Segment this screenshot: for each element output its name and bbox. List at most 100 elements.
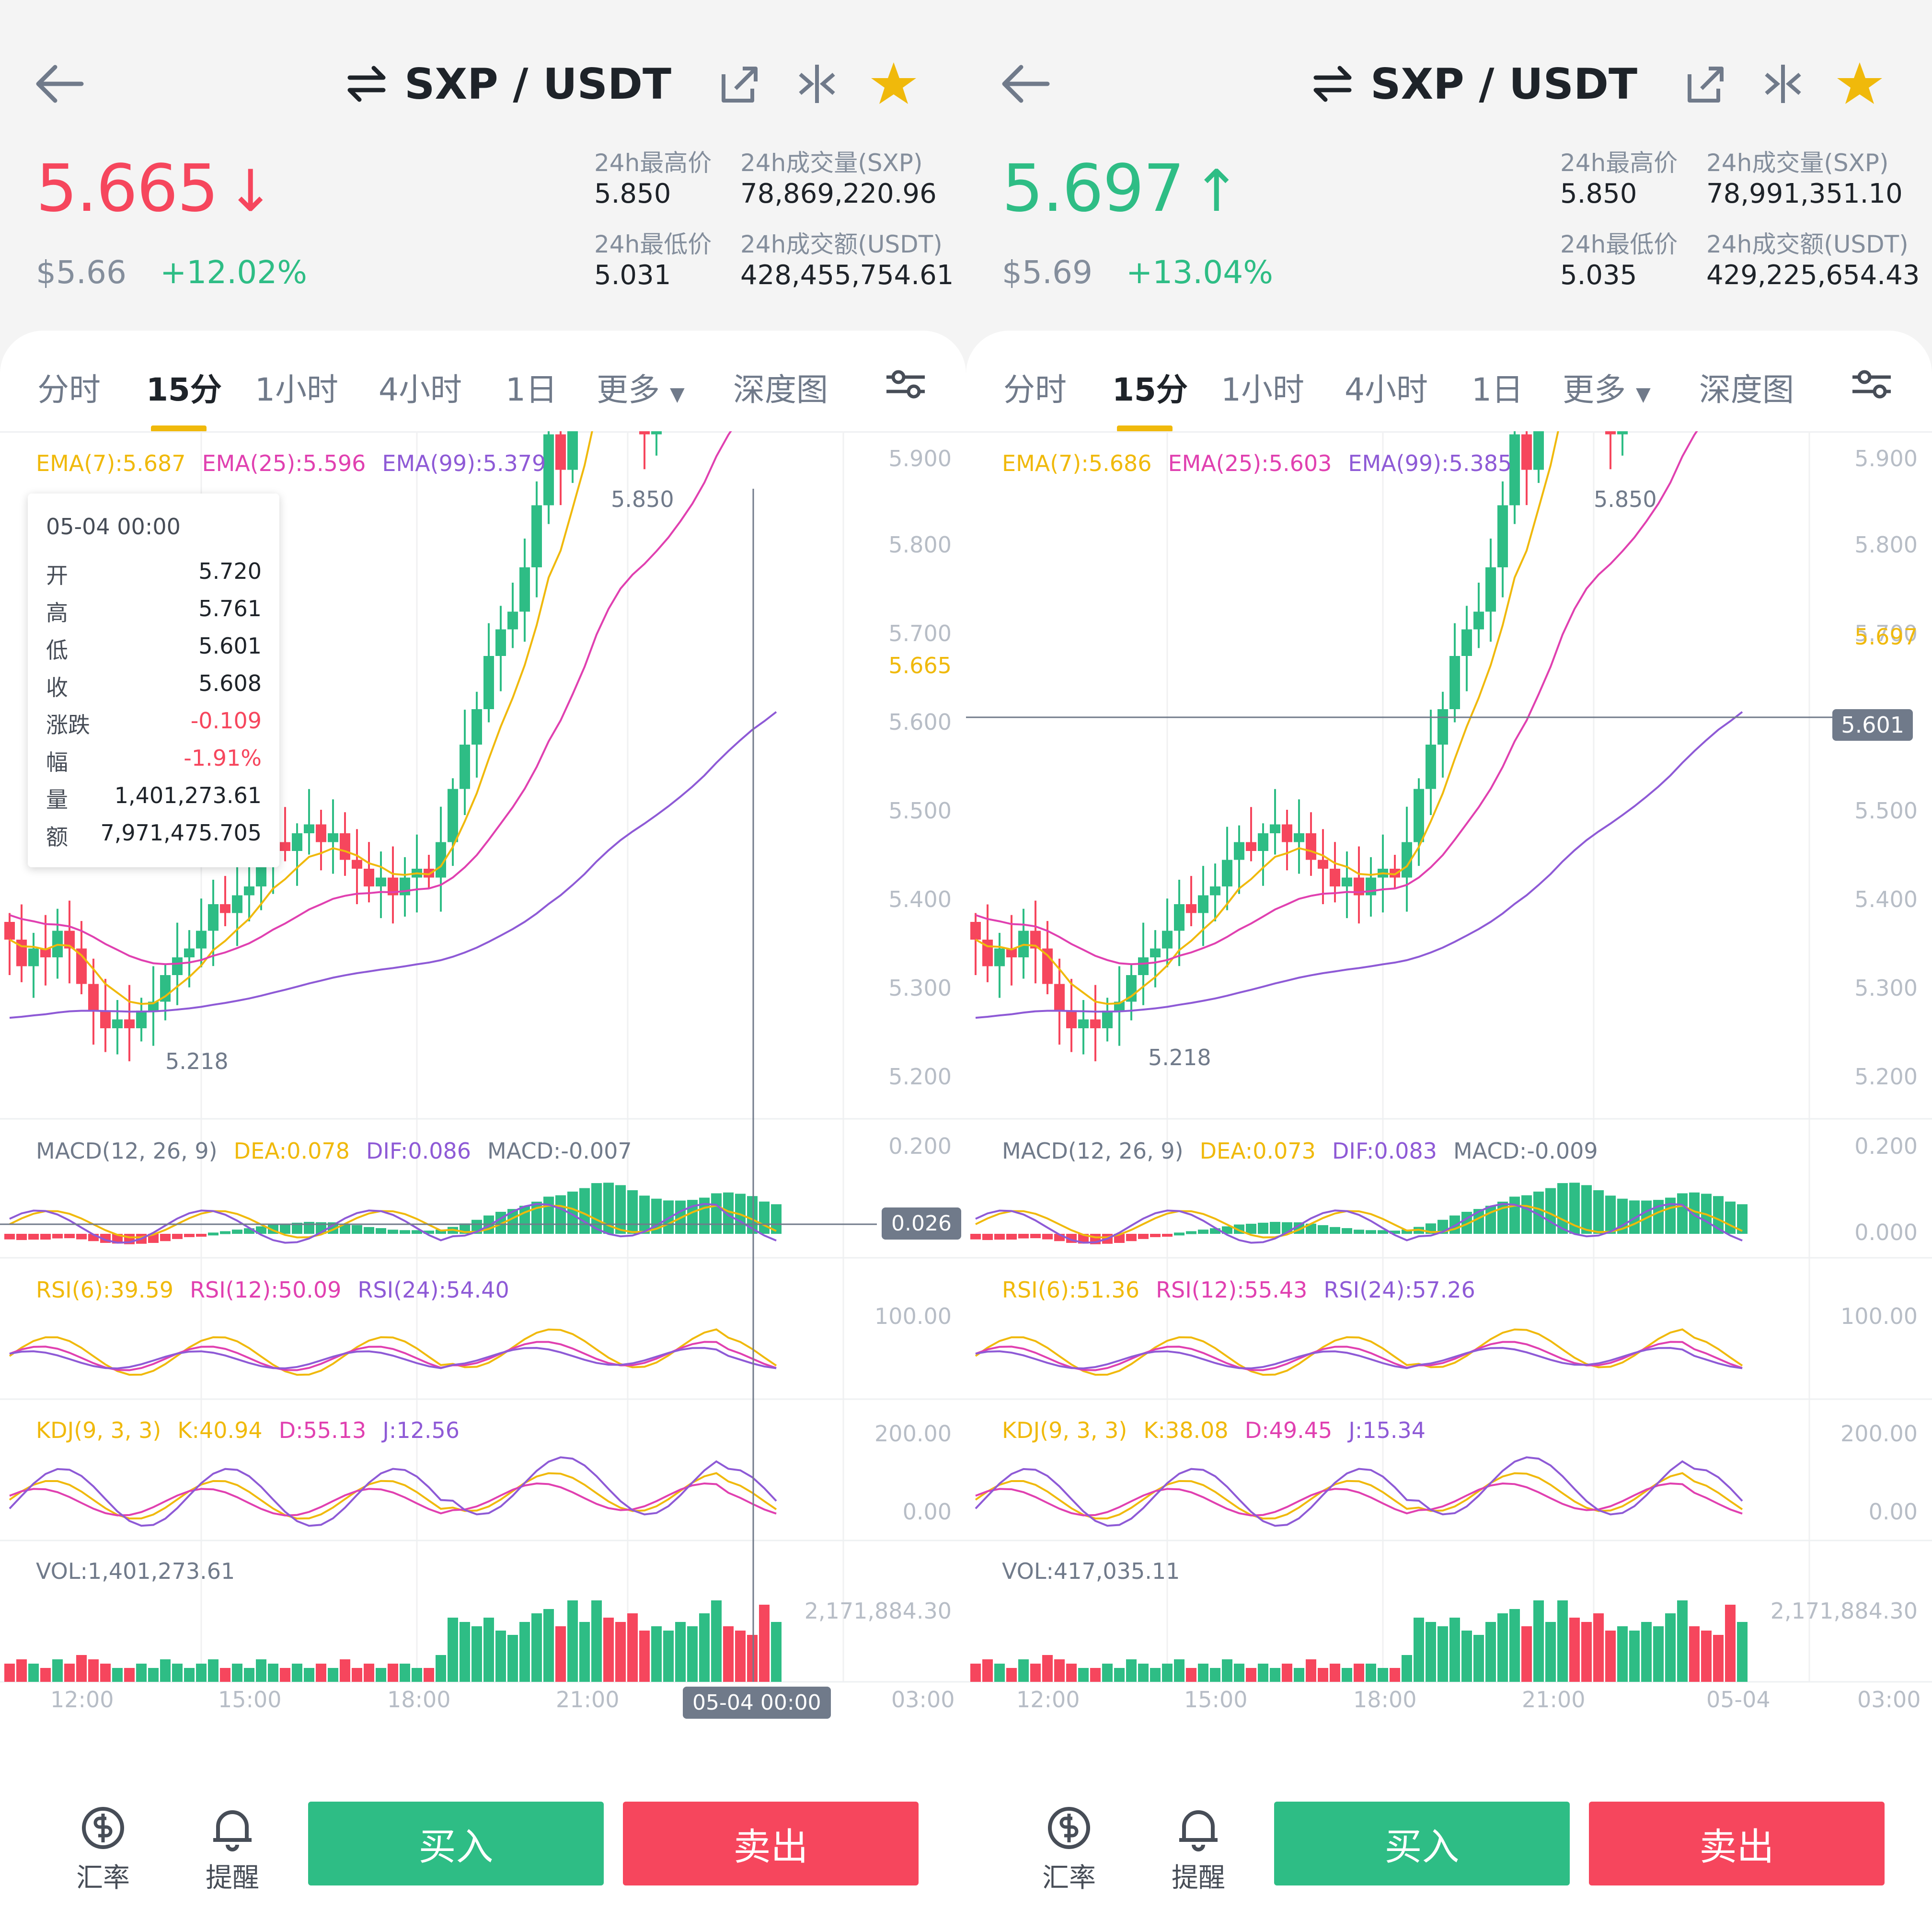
macd-bar bbox=[172, 1234, 183, 1239]
buy-button[interactable]: 买入 bbox=[1274, 1802, 1570, 1885]
candle-body bbox=[1282, 824, 1292, 842]
candle-body bbox=[316, 824, 326, 842]
rate-button[interactable]: 汇率 bbox=[67, 1802, 139, 1895]
alert-label: 提醒 bbox=[206, 1862, 259, 1894]
kdj-axis-top: 200.00 bbox=[1840, 1421, 1918, 1447]
macd-bar bbox=[436, 1230, 446, 1234]
back-arrow-icon[interactable] bbox=[34, 57, 86, 110]
chart-settings-icon[interactable] bbox=[1850, 365, 1893, 403]
candle-body bbox=[352, 860, 362, 869]
time-axis-0300: 03:00 bbox=[1857, 1687, 1921, 1713]
volume-bar bbox=[400, 1664, 410, 1682]
dea-line bbox=[975, 1205, 1743, 1239]
candle-body bbox=[1102, 1011, 1113, 1028]
volume-bar bbox=[1066, 1664, 1077, 1682]
tab-1d[interactable]: 1日 bbox=[506, 371, 557, 408]
bell-icon bbox=[1179, 1810, 1218, 1851]
share-icon[interactable] bbox=[714, 60, 762, 108]
sell-button[interactable]: 卖出 bbox=[1589, 1802, 1885, 1885]
share-icon[interactable] bbox=[1680, 60, 1728, 108]
sell-button[interactable]: 卖出 bbox=[623, 1802, 919, 1885]
volume-bar bbox=[112, 1668, 123, 1682]
volume-bar bbox=[280, 1668, 290, 1682]
candle-body bbox=[1246, 842, 1256, 851]
volume-bar bbox=[1641, 1622, 1652, 1682]
tab-15m[interactable]: 15分 bbox=[146, 371, 222, 408]
tab-15m[interactable]: 15分 bbox=[1112, 371, 1188, 408]
candle-body bbox=[1449, 656, 1460, 709]
tab-1h[interactable]: 1小时 bbox=[1221, 371, 1304, 408]
chart-settings-icon[interactable] bbox=[884, 365, 927, 403]
volume-bar bbox=[1018, 1659, 1029, 1682]
volume-bar bbox=[519, 1622, 530, 1682]
volume-bar bbox=[1390, 1668, 1400, 1682]
macd-bar bbox=[1593, 1190, 1604, 1234]
swap-icon bbox=[1313, 66, 1352, 102]
compare-icon[interactable] bbox=[793, 60, 841, 108]
candle-body bbox=[1186, 904, 1196, 913]
volume-bar bbox=[1449, 1618, 1460, 1682]
pair-title[interactable]: SXP / USDT bbox=[345, 57, 671, 110]
pair-title[interactable]: SXP / USDT bbox=[1311, 57, 1637, 110]
volume-bar bbox=[1426, 1622, 1436, 1682]
tab-more[interactable]: 更多 ▼ bbox=[1563, 371, 1651, 408]
price-axis-5700: 5.700 bbox=[1854, 621, 1918, 646]
bell-icon bbox=[213, 1810, 252, 1851]
buy-button[interactable]: 买入 bbox=[308, 1802, 604, 1885]
favorite-star-icon[interactable] bbox=[1836, 60, 1884, 108]
volume-bar bbox=[1617, 1626, 1628, 1682]
candle-body bbox=[1605, 431, 1616, 435]
dea-line bbox=[9, 1205, 777, 1239]
ema7-line bbox=[9, 431, 593, 1005]
volume-bar bbox=[1222, 1659, 1232, 1682]
volume-bar bbox=[340, 1659, 350, 1682]
compare-icon[interactable] bbox=[1759, 60, 1807, 108]
candle-body bbox=[1330, 869, 1340, 886]
back-arrow-icon[interactable] bbox=[1000, 57, 1052, 110]
tab-depth[interactable]: 深度图 bbox=[733, 371, 828, 408]
macd-bar bbox=[1725, 1201, 1736, 1234]
kline-chart-right[interactable] bbox=[966, 431, 1932, 1706]
macd-bar bbox=[340, 1223, 350, 1234]
tab-4h[interactable]: 4小时 bbox=[379, 371, 462, 408]
tab-1d[interactable]: 1日 bbox=[1472, 371, 1523, 408]
volume-bar bbox=[1653, 1626, 1664, 1682]
candle-body bbox=[376, 877, 386, 886]
volume-bar bbox=[1354, 1664, 1364, 1682]
volume-bar bbox=[603, 1618, 614, 1682]
volume-bar bbox=[1521, 1626, 1532, 1682]
candle-body bbox=[1354, 877, 1364, 896]
price-axis-5600: 5.600 bbox=[888, 709, 952, 735]
volume-bar bbox=[436, 1655, 446, 1682]
tab-depth[interactable]: 深度图 bbox=[1699, 371, 1794, 408]
volume-bar bbox=[232, 1664, 242, 1682]
tab-time-share[interactable]: 分时 bbox=[37, 371, 101, 408]
alert-button[interactable]: 提醒 bbox=[196, 1802, 268, 1895]
candle-body bbox=[507, 611, 518, 630]
macd-bar bbox=[184, 1234, 195, 1237]
volume-bar bbox=[699, 1613, 710, 1682]
rate-label: 汇率 bbox=[76, 1862, 130, 1894]
vol-usdt-value: 428,455,754.61 bbox=[740, 260, 954, 291]
alert-button[interactable]: 提醒 bbox=[1162, 1802, 1234, 1895]
tab-time-share[interactable]: 分时 bbox=[1003, 371, 1067, 408]
current-price-tag: 5.697 bbox=[1854, 624, 1918, 650]
macd-bar bbox=[292, 1222, 302, 1234]
change-percent: +13.04% bbox=[1126, 254, 1273, 291]
rate-button[interactable]: 汇率 bbox=[1033, 1802, 1105, 1895]
candle-body bbox=[64, 931, 75, 949]
usd-price: $5.69 bbox=[1002, 254, 1092, 291]
favorite-star-icon[interactable] bbox=[870, 60, 918, 108]
time-axis-0504: 05-04 bbox=[1706, 1687, 1771, 1713]
macd-bar bbox=[1306, 1223, 1316, 1234]
macd-bar bbox=[603, 1183, 614, 1234]
tab-4h[interactable]: 4小时 bbox=[1345, 371, 1428, 408]
tab-more[interactable]: 更多 ▼ bbox=[597, 371, 685, 408]
price-axis-5200: 5.200 bbox=[1854, 1064, 1918, 1090]
time-axis-1500: 15:00 bbox=[218, 1687, 282, 1713]
candle-body bbox=[994, 948, 1005, 966]
candle-body bbox=[1174, 904, 1184, 931]
candle-body bbox=[555, 434, 566, 470]
tab-1h[interactable]: 1小时 bbox=[255, 371, 338, 408]
candle-body bbox=[1438, 709, 1448, 745]
